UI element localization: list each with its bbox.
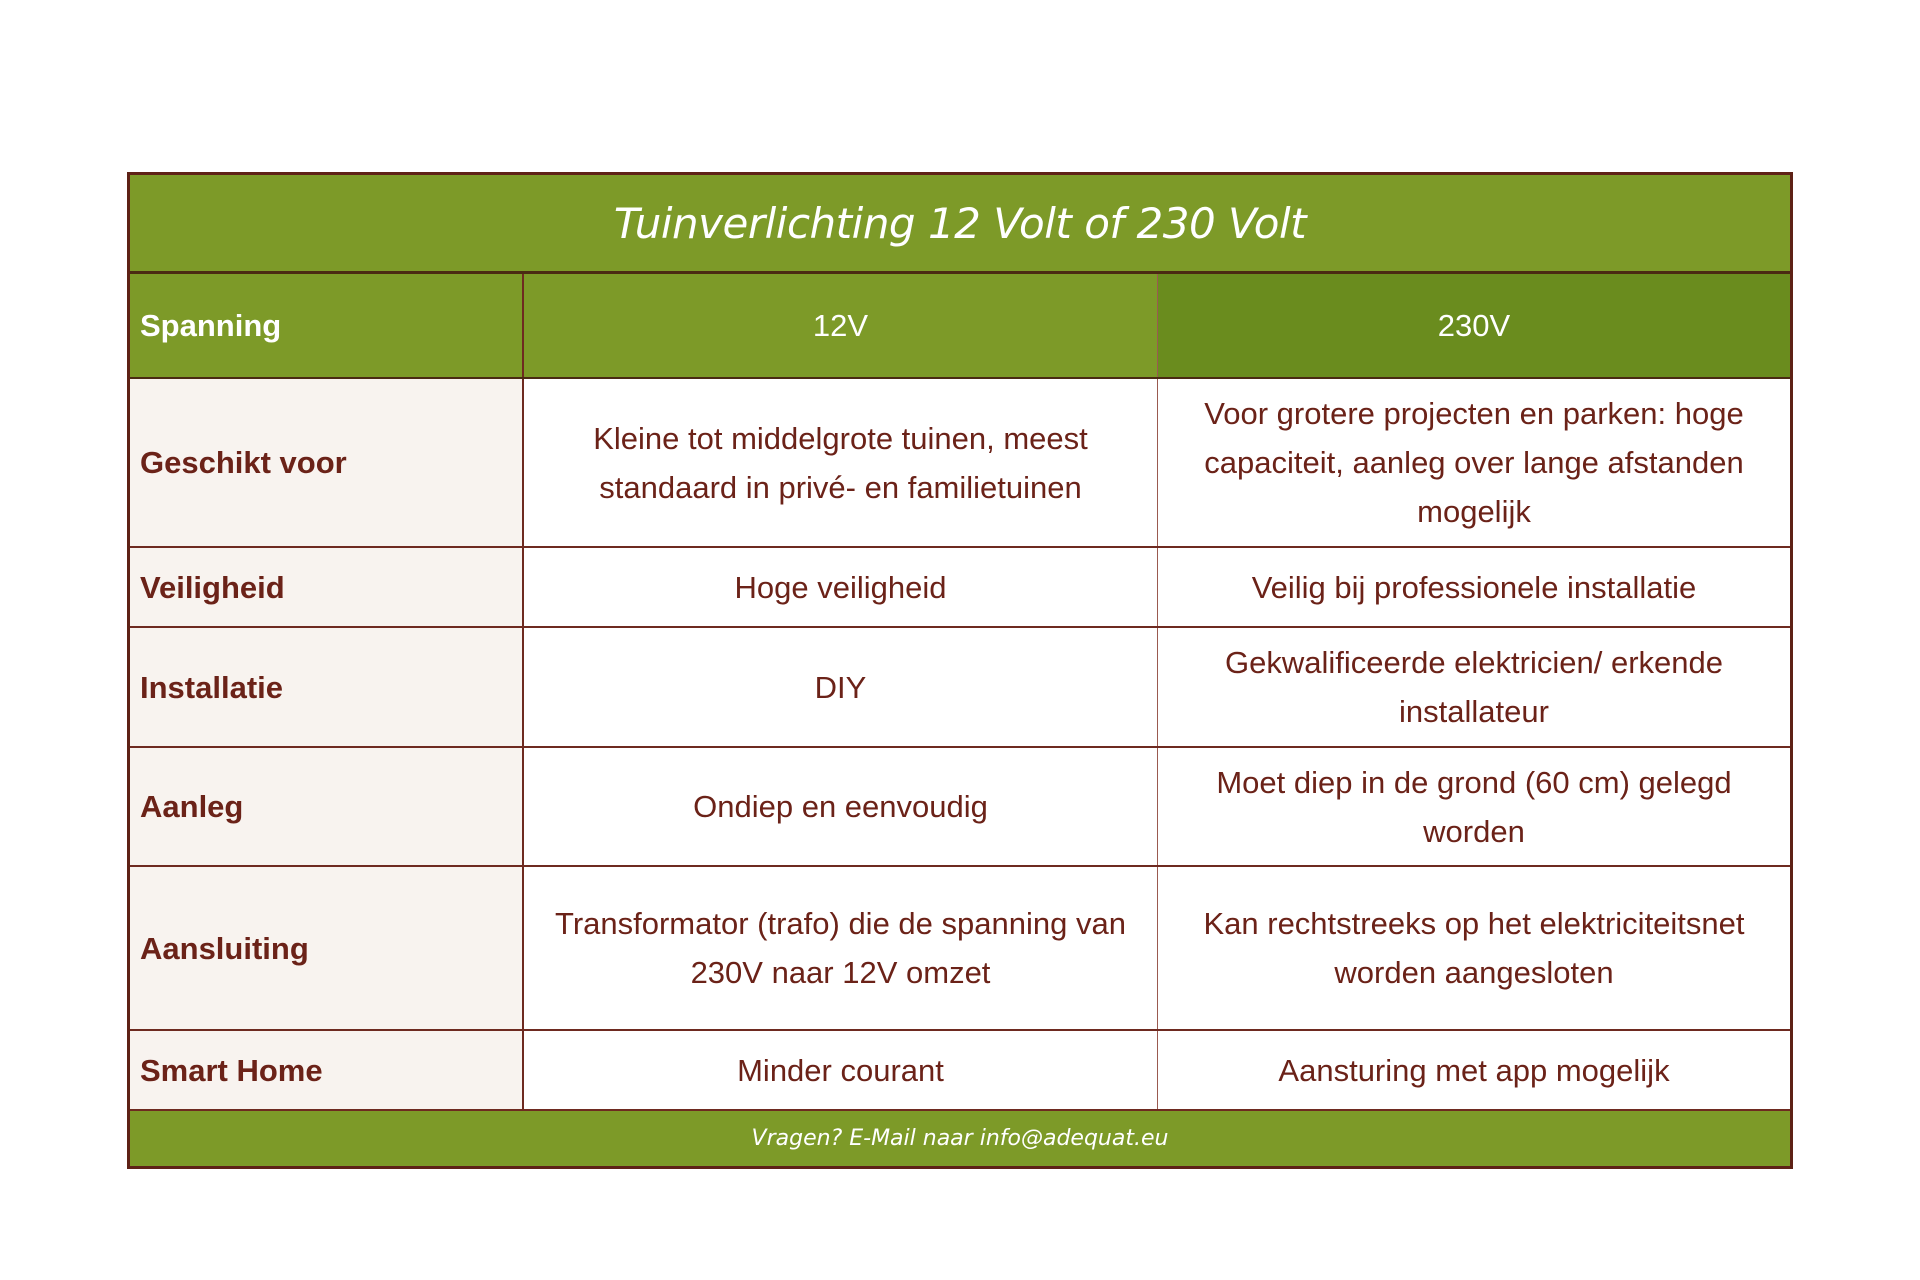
row-label: Aanleg (130, 748, 524, 865)
cell-230v: Voor grotere projecten en parken: hoge c… (1204, 396, 1744, 529)
header-label: Spanning (130, 274, 524, 377)
table-row: Smart Home Minder courant Aansturing met… (130, 1031, 1790, 1109)
header-230v: 230V (1158, 274, 1790, 377)
row-label: Veiligheid (130, 548, 524, 626)
row-label: Aansluiting (130, 867, 524, 1029)
table-title: Tuinverlichting 12 Volt of 230 Volt (130, 175, 1790, 274)
header-row: Spanning 12V 230V (130, 274, 1790, 379)
table-row: Geschikt voor Kleine tot middelgrote tui… (130, 379, 1790, 548)
cell-230v: Aansturing met app mogelijk (1278, 1052, 1670, 1088)
row-label: Installatie (130, 628, 524, 746)
cell-12v: Kleine tot middelgrote tuinen, meest sta… (524, 379, 1158, 546)
cell-12v: Minder courant (524, 1031, 1158, 1109)
table-row: Aanleg Ondiep en eenvoudig Moet diep in … (130, 748, 1790, 867)
cell-12v: Hoge veiligheid (524, 548, 1158, 626)
cell-230v: Moet diep in de grond (60 cm) gelegd wor… (1216, 764, 1732, 849)
cell-230v: Gekwalificeerde elektricien/ erkende ins… (1225, 645, 1723, 729)
comparison-table: Tuinverlichting 12 Volt of 230 Volt Span… (127, 172, 1793, 1169)
row-label: Smart Home (130, 1031, 524, 1109)
cell-230v: Veilig bij professionele installatie (1251, 569, 1697, 605)
cell-12v: Ondiep en eenvoudig (524, 748, 1158, 865)
header-12v: 12V (524, 274, 1158, 377)
cell-12v: Transformator (trafo) die de spanning va… (524, 867, 1158, 1029)
row-label: Geschikt voor (130, 379, 524, 546)
cell-12v: DIY (524, 628, 1158, 746)
cell-230v: Kan rechtstreeks op het elektriciteitsne… (1203, 906, 1745, 990)
footer-contact: Vragen? E-Mail naar info@adequat.eu (130, 1109, 1790, 1166)
table-row: Veiligheid Hoge veiligheid Veilig bij pr… (130, 548, 1790, 628)
table-row: Installatie DIY Gekwalificeerde elektric… (130, 628, 1790, 748)
table-row: Aansluiting Transformator (trafo) die de… (130, 867, 1790, 1031)
